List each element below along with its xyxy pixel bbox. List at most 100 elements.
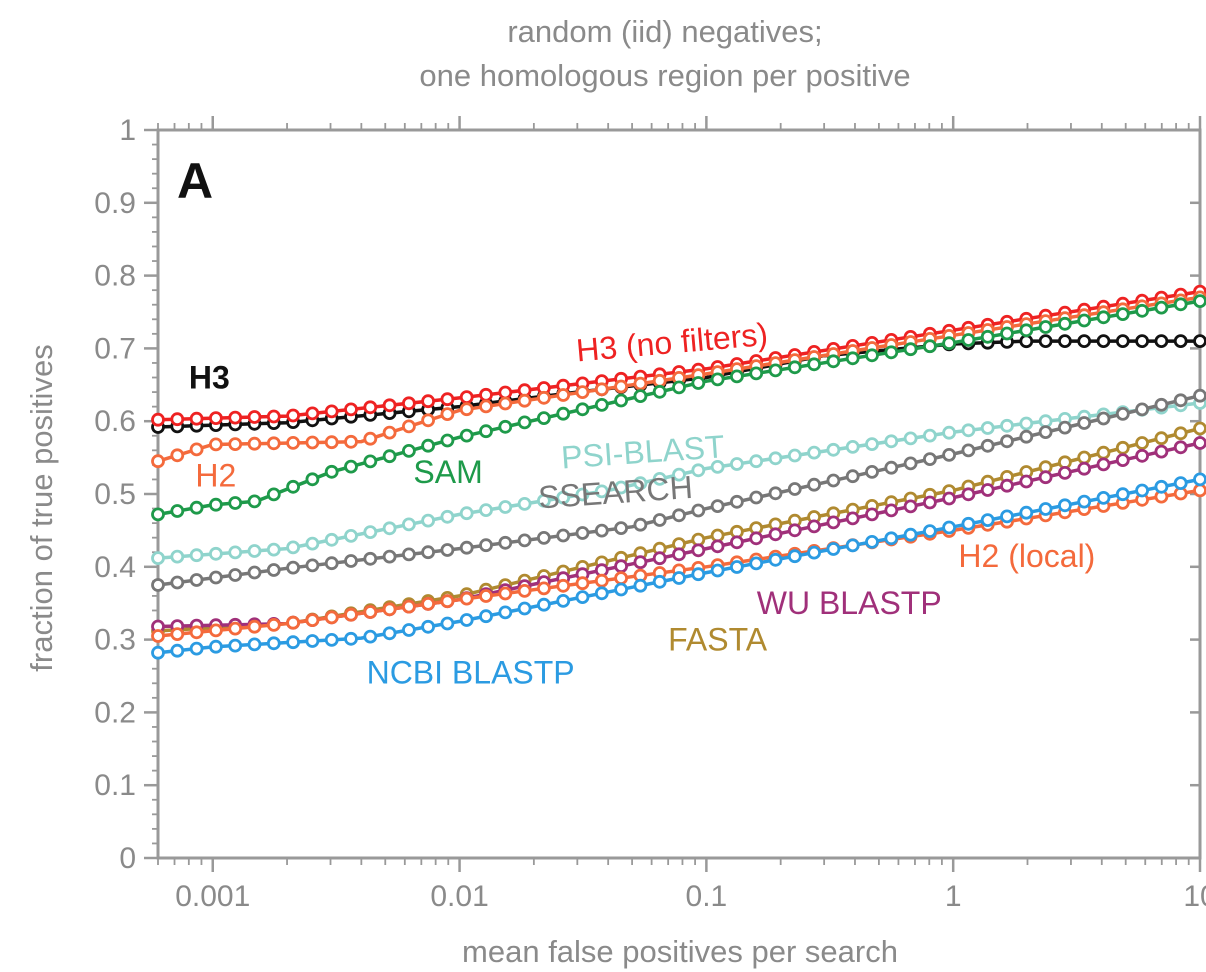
series-point: [884, 434, 899, 449]
series-point: [807, 477, 821, 492]
series-point: [1019, 474, 1034, 489]
series-point: [807, 519, 821, 534]
series-point: [1154, 431, 1169, 446]
series-point: [151, 507, 165, 522]
series-label: H2: [195, 458, 236, 494]
series-point: [1019, 323, 1034, 338]
series-point: [208, 411, 223, 426]
series-point: [324, 464, 339, 479]
series-point: [903, 431, 918, 446]
series-point: [1038, 470, 1053, 485]
series-point: [247, 436, 262, 451]
series-point: [537, 531, 551, 545]
series-point: [826, 542, 841, 556]
series-point: [382, 521, 397, 536]
series-point: [1038, 425, 1053, 440]
series-point: [479, 609, 493, 624]
series-point: [826, 473, 841, 488]
series-point: [691, 543, 706, 558]
series-point: [498, 535, 513, 550]
series-point: [1173, 476, 1188, 491]
x-axis-label: mean false positives per search: [462, 934, 898, 969]
series-point: [401, 623, 416, 637]
series-point: [479, 538, 493, 553]
series-point: [575, 526, 590, 540]
series-point: [1038, 320, 1053, 334]
series-point: [459, 613, 474, 627]
series-point: [286, 479, 301, 494]
series-point: [208, 639, 223, 654]
series-point: [1077, 494, 1092, 509]
series-point: [208, 497, 223, 512]
series-point: [633, 555, 648, 570]
series-point: [498, 586, 513, 601]
x-tick-label: 0.1: [686, 880, 728, 913]
series-point: [421, 394, 436, 409]
series-point: [170, 627, 185, 641]
series-point: [537, 390, 551, 405]
series-point: [286, 540, 301, 555]
series-point: [266, 436, 281, 451]
series-point: [942, 520, 956, 535]
series-point: [652, 373, 667, 388]
series-point: [865, 507, 879, 522]
series-point: [845, 439, 860, 454]
series-point: [672, 380, 686, 395]
series-point: [845, 351, 860, 366]
series-point: [730, 494, 744, 509]
series-point: [401, 396, 416, 411]
series-point: [787, 523, 802, 538]
series-point: [324, 556, 339, 571]
series-point: [247, 619, 262, 634]
y-tick-label: 0: [119, 842, 136, 875]
series-point: [498, 605, 513, 620]
series-point: [517, 533, 532, 548]
series-point: [1000, 434, 1014, 449]
series-point: [286, 560, 301, 575]
series-point: [980, 513, 995, 527]
series-point: [865, 535, 879, 549]
series-point: [266, 409, 281, 424]
series-point: [710, 528, 725, 543]
series-point: [170, 643, 185, 658]
series-point: [768, 527, 783, 542]
series-point: [1000, 326, 1014, 341]
series-point: [749, 366, 764, 381]
series-point: [614, 521, 628, 535]
series-point: [1115, 440, 1130, 455]
series-point: [363, 525, 378, 539]
series-point: [884, 345, 899, 360]
series-point: [151, 578, 165, 592]
series-point: [730, 369, 744, 384]
series-point: [479, 589, 493, 603]
series-point: [247, 410, 262, 424]
series-point: [787, 549, 802, 564]
series-point: [498, 396, 513, 411]
series-point: [710, 372, 725, 387]
series-point: [1077, 450, 1092, 465]
series-point: [1115, 334, 1130, 349]
series-point: [344, 402, 358, 417]
series-point: [865, 464, 879, 479]
y-tick-label: 0.8: [94, 260, 136, 293]
series-point: [672, 547, 686, 562]
series-point: [228, 410, 243, 425]
series-point: [1154, 300, 1169, 315]
series-point: [1115, 307, 1130, 322]
series-point: [1193, 334, 1206, 348]
series-point: [845, 511, 860, 526]
series-point: [1135, 483, 1149, 498]
chart-title-line-2: one homologous region per positive: [419, 58, 910, 93]
series-point: [266, 636, 281, 651]
series-point: [865, 348, 879, 363]
series-point: [556, 388, 571, 402]
series-point: [401, 547, 416, 562]
series-point: [401, 517, 416, 532]
series-point: [189, 573, 204, 587]
series-point: [1058, 498, 1072, 513]
series-point: [961, 333, 976, 347]
series-point: [845, 469, 860, 484]
series-point: [614, 571, 628, 585]
series-point: [382, 549, 397, 564]
series-point: [305, 472, 320, 487]
